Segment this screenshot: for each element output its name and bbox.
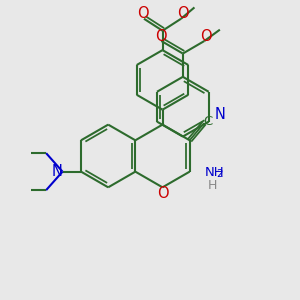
Text: N: N [52, 164, 63, 179]
Text: O: O [138, 6, 149, 21]
Text: N: N [214, 107, 225, 122]
Text: C: C [203, 115, 212, 128]
Text: O: O [157, 186, 168, 201]
Text: NH: NH [205, 166, 225, 179]
Text: 2: 2 [216, 169, 223, 179]
Text: O: O [177, 6, 188, 21]
Text: O: O [155, 29, 167, 44]
Text: O: O [200, 29, 212, 44]
Text: H: H [208, 179, 217, 192]
